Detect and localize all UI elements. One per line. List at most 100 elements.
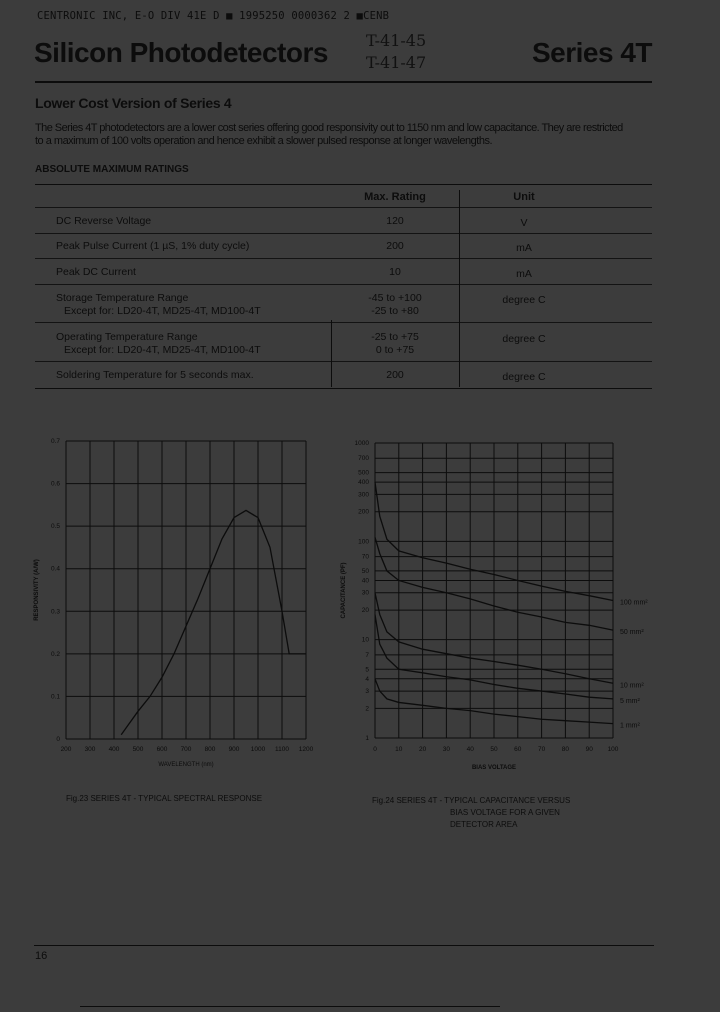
y-tick-label: 10 (362, 637, 370, 644)
y-tick-label: 50 (362, 568, 370, 575)
x-tick-label: 30 (443, 746, 451, 753)
y-tick-label: 400 (358, 479, 369, 486)
y-tick-label: 0.6 (51, 481, 60, 488)
param-label: Operating Temperature Range (56, 331, 198, 343)
intro-line-2: to a maximum of 100 volts operation and … (35, 135, 493, 147)
page-title: Silicon Photodetectors (34, 37, 328, 68)
rating-value: 10 (389, 266, 401, 278)
spectral-response-chart: 200 300 400 500 600 700 800 900 1000 1100 1200 0 0.1… (34, 438, 314, 803)
y-tick-label: 20 (362, 607, 370, 614)
y-tick-label: 0.1 (51, 693, 60, 700)
unit-value: mA (516, 242, 532, 254)
title-rule (35, 81, 652, 83)
bottom-edge-rule (80, 1006, 500, 1007)
capacitance-curve (374, 592, 614, 684)
figure-caption-line: Fig.24 SERIES 4T - TYPICAL CAPACITANCE V… (372, 796, 570, 805)
y-tick-label: 0.5 (51, 523, 60, 530)
y-tick-label: 0 (56, 736, 60, 743)
rating-value: 120 (386, 215, 404, 227)
y-tick-label: 5 (365, 666, 369, 673)
y-tick-label: 0.4 (51, 566, 60, 573)
capacitance-curve (374, 537, 614, 631)
param-label: DC Reverse Voltage (56, 215, 152, 227)
y-tick-label: 2 (365, 705, 369, 712)
y-tick-label: 1000 (355, 440, 370, 447)
x-tick-label: 40 (467, 746, 475, 753)
x-tick-label: 0 (373, 746, 377, 753)
x-tick-label: 1200 (299, 746, 314, 753)
x-tick-label: 400 (109, 746, 120, 753)
section-heading: Lower Cost Version of Series 4 (35, 95, 232, 111)
unit-value: degree C (502, 371, 546, 383)
y-tick-label: 200 (358, 509, 369, 516)
x-tick-label: 20 (419, 746, 427, 753)
param-label: Storage Temperature Range (56, 292, 189, 304)
unit-value: mA (516, 268, 532, 280)
y-tick-label: 300 (358, 491, 369, 498)
col-divider-1 (331, 320, 332, 387)
x-tick-label: 100 (608, 746, 619, 753)
y-tick-label: 1 (365, 735, 369, 742)
y-tick-label: 0.3 (51, 608, 60, 615)
rating-value: 200 (386, 240, 404, 252)
series-label: 50 mm² (620, 629, 644, 636)
x-axis-label: BIAS VOLTAGE (472, 765, 516, 771)
param-sublabel: Except for: LD20-4T, MD25-4T, MD100-4T (64, 344, 261, 356)
handwritten-code-2: T-41-47 (366, 53, 427, 72)
capacitance-curve (374, 678, 614, 725)
page-number: 16 (35, 950, 48, 962)
y-tick-label: 3 (365, 688, 369, 695)
y-tick-label: 40 (362, 577, 370, 584)
x-tick-label: 1100 (275, 746, 289, 753)
figure-caption: Fig.23 SERIES 4T - TYPICAL SPECTRAL RESP… (66, 794, 262, 803)
row-divider (35, 284, 652, 285)
table-bottom-rule (35, 388, 652, 389)
x-tick-label: 900 (229, 746, 240, 753)
rating-value-2: 0 to +75 (375, 344, 415, 356)
x-tick-label: 60 (514, 746, 522, 753)
param-label: Peak DC Current (56, 266, 136, 278)
y-tick-label: 70 (362, 554, 370, 561)
spectral-response-curve (120, 509, 306, 736)
x-tick-label: 50 (490, 746, 498, 753)
y-tick-label: 4 (365, 676, 369, 683)
col-divider-2 (459, 190, 460, 387)
ratings-heading: ABSOLUTE MAXIMUM RATINGS (35, 164, 189, 175)
row-divider (35, 258, 652, 259)
table-top-rule (35, 184, 652, 185)
y-tick-label: 0.7 (51, 438, 60, 445)
series-label: 5 mm² (620, 698, 641, 705)
row-divider (35, 233, 652, 234)
param-sublabel: Except for: LD20-4T, MD25-4T, MD100-4T (64, 305, 261, 317)
capacitance-curve (374, 614, 614, 700)
y-tick-label: 0.2 (51, 651, 60, 658)
y-axis-label: CAPACITANCE (PF) (341, 562, 347, 618)
scan-header-line: CENTRONIC INC, E-O DIV 41E D ■ 1995250 0… (37, 10, 390, 22)
param-label: Soldering Temperature for 5 seconds max. (56, 369, 254, 381)
unit-value: degree C (502, 333, 546, 345)
header-divider (35, 207, 652, 208)
unit-value: V (520, 217, 528, 229)
x-tick-label: 70 (538, 746, 546, 753)
capacitance-chart: 0 10 20 30 40 50 60 70 80 90 100 1000 700 500 400 300 20… (341, 440, 648, 829)
handwritten-code-1: T-41-45 (366, 31, 427, 50)
series-label: 1 mm² (620, 723, 641, 730)
x-tick-label: 700 (181, 746, 192, 753)
rating-value: -25 to +75 (371, 331, 419, 343)
x-tick-label: 800 (205, 746, 216, 753)
param-label: Peak Pulse Current (1 µS, 1% duty cycle) (56, 240, 250, 252)
series-label: 10 mm² (620, 682, 644, 689)
rating-value: 200 (386, 369, 404, 381)
y-tick-label: 7 (365, 652, 369, 659)
x-tick-label: 90 (586, 746, 594, 753)
footer-rule (34, 945, 654, 946)
row-divider (35, 322, 652, 323)
x-tick-label: 10 (395, 746, 403, 753)
figure-caption-line: BIAS VOLTAGE FOR A GIVEN (450, 808, 560, 817)
x-tick-label: 500 (133, 746, 144, 753)
x-tick-label: 300 (85, 746, 96, 753)
rating-value: -45 to +100 (368, 292, 422, 304)
figure-caption-line: DETECTOR AREA (450, 820, 518, 829)
y-tick-label: 30 (362, 590, 370, 597)
x-tick-label: 1000 (251, 746, 266, 753)
